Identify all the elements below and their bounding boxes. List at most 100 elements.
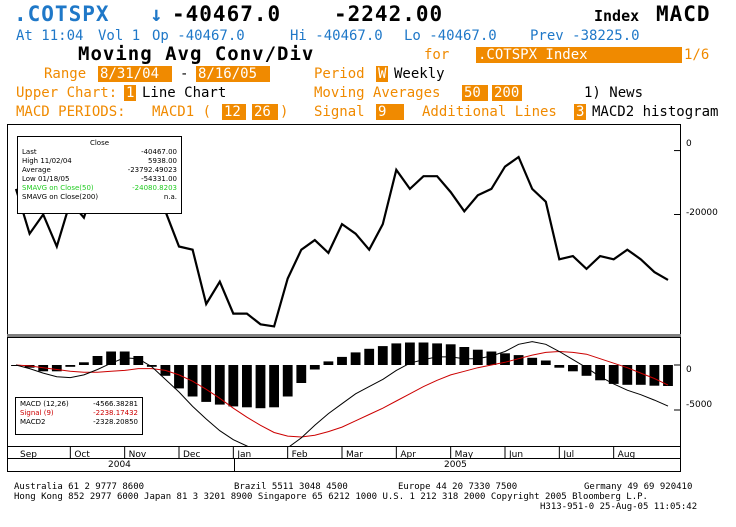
last-price: -40467.0	[172, 2, 282, 26]
macd2-histogram-bar	[92, 356, 103, 365]
lower-axis-tick-1: -5000	[686, 400, 713, 410]
upper-chart-code-field[interactable]: 1	[124, 85, 137, 101]
macd2-histogram-bar	[255, 365, 266, 409]
period-value: Weekly	[394, 66, 445, 82]
quote-time: At 11:04	[16, 28, 84, 44]
legend-row: High 11/02/04 5938.00	[22, 157, 177, 166]
macd-legend-key: MACD (12,26)	[20, 400, 69, 408]
macd2-histogram-bar	[391, 343, 402, 365]
ma2-field[interactable]: 200	[492, 85, 522, 101]
legend-key: Low 01/18/05	[22, 175, 70, 183]
macd2-histogram-bar	[608, 365, 619, 384]
macd2-histogram-bar	[51, 365, 62, 372]
macd2-histogram-bar	[146, 365, 157, 367]
macd2-histogram-bar	[418, 342, 429, 365]
macd2-histogram-bar	[649, 365, 660, 386]
macd-legend: MACD (12,26) -4566.38281 Signal (9) -2238.1…	[15, 397, 143, 435]
macd2-histogram-bar	[472, 349, 483, 365]
legend-key: Average	[22, 166, 51, 174]
macd2-histogram-bar	[269, 365, 279, 408]
legend-row: Last -40467.00	[22, 148, 177, 157]
legend-row: SMAVG on Close(200) n.a.	[22, 193, 177, 202]
legend-value: -24080.8203	[132, 184, 177, 192]
year-axis: 2004 2005	[7, 459, 681, 472]
footer-contact-europe: Europe 44 20 7330 7500	[398, 482, 518, 492]
range-start-field[interactable]: 8/31/04	[98, 66, 172, 82]
moving-averages-label: Moving Averages	[314, 85, 441, 101]
function-name: MACD	[656, 2, 711, 26]
macd2-histogram-bar	[296, 365, 307, 383]
legend-row: Average -23792.49023	[22, 166, 177, 175]
month-axis: Sep Oct Nov Dec Jan Feb Mar Apr May Jun Jul Aug	[7, 447, 681, 459]
macd1-label: MACD1 (	[152, 104, 212, 120]
period-code-field[interactable]: W	[376, 66, 389, 82]
year-divider	[234, 459, 235, 471]
macd-slow-field[interactable]: 26	[252, 104, 278, 120]
legend-rows: Last -40467.00 High 11/02/04 5938.00 Average…	[22, 148, 177, 202]
footer-contacts-line2: Hong Kong 852 2977 6000 Japan 81 3 3201 …	[14, 492, 648, 502]
upper-axis-tick-1: -20000	[686, 208, 718, 218]
macd2-histogram-bar	[432, 343, 442, 365]
news-link[interactable]: 1) News	[584, 85, 644, 101]
macd2-histogram-bar	[377, 346, 388, 365]
net-change: -2242.00	[334, 2, 444, 26]
quote-low: Lo -40467.0	[404, 28, 497, 44]
security-field[interactable]: .COTSPX Index	[476, 47, 682, 63]
macd2-histogram-bar	[174, 365, 184, 389]
macd-legend-key: MACD2	[20, 418, 46, 426]
macd-chart	[11, 341, 680, 446]
range-dash: -	[180, 66, 189, 82]
page-indicator: 1/6	[684, 47, 710, 63]
ticker-label: .COTSPX	[14, 2, 110, 26]
legend-title: Close	[89, 139, 110, 147]
macd2-histogram-bar	[201, 365, 212, 402]
macd2-histogram-bar	[622, 365, 633, 385]
macd2-histogram-bar	[364, 348, 375, 365]
month-ticks: Sep Oct Nov Dec Jan Feb Mar Apr May Jun Jul Aug	[20, 447, 635, 459]
macd-legend-rows: MACD (12,26) -4566.38281 Signal (9) -2238.1…	[20, 400, 138, 427]
year-label-2005: 2005	[444, 460, 467, 470]
additional-lines-label: Additional Lines	[422, 104, 557, 120]
macd2-histogram-bar	[228, 365, 239, 407]
signal-field[interactable]: 9	[376, 104, 404, 120]
macd-legend-row: MACD2 -2328.20850	[20, 418, 138, 427]
macd2-histogram-bar	[635, 365, 646, 385]
macd2-histogram-bar	[540, 360, 551, 365]
footer-contact-brazil: Brazil 5511 3048 4500	[234, 482, 348, 492]
macd1-close-paren: )	[280, 104, 289, 120]
macd2-histogram-bar	[513, 355, 524, 365]
footer-contact-germany: Germany 49 69 920410	[584, 482, 693, 492]
macd2-histogram-bar	[309, 365, 320, 370]
macd2-histogram-bar	[106, 351, 116, 365]
legend-value: -54331.00	[141, 175, 177, 183]
macd-legend-value: -2238.17432	[93, 409, 138, 417]
footer-contact-australia: Australia 61 2 9777 8600	[14, 482, 145, 492]
month-label: Jul	[562, 450, 574, 459]
macd2-histogram-bar	[65, 365, 76, 367]
legend-row: Low 01/18/05 -54331.00	[22, 175, 177, 184]
legend-value: -40467.00	[141, 148, 177, 156]
macd-legend-key: Signal (9)	[20, 409, 54, 417]
quote-volume: Vol 1	[98, 28, 141, 44]
upper-axis-tick-0: 0	[686, 139, 692, 149]
legend-key: SMAVG on Close(50)	[22, 184, 94, 192]
additional-lines-value: MACD2 histogram	[592, 104, 719, 120]
macd2-histogram-bar	[568, 365, 578, 372]
additional-lines-code-field[interactable]: 3	[574, 104, 587, 120]
down-arrow-icon: ↓	[150, 2, 164, 26]
month-label: Apr	[400, 450, 416, 459]
signal-label: Signal	[314, 104, 365, 120]
upper-chart-value: Line Chart	[142, 85, 227, 101]
legend-value: -23792.49023	[127, 166, 177, 174]
macd-legend-row: Signal (9) -2238.17432	[20, 409, 138, 418]
range-label: Range	[44, 66, 87, 82]
ma1-field[interactable]: 50	[462, 85, 488, 101]
macd2-histogram-bar	[595, 365, 605, 381]
macd-legend-value: -4566.38281	[93, 400, 138, 408]
macd2-histogram-bar	[405, 342, 415, 365]
month-label: Sep	[20, 450, 37, 459]
legend-key: High 11/02/04	[22, 157, 72, 165]
macd-fast-field[interactable]: 12	[222, 104, 246, 120]
range-end-field[interactable]: 8/16/05	[196, 66, 270, 82]
macd2-histogram-bar	[663, 365, 673, 386]
